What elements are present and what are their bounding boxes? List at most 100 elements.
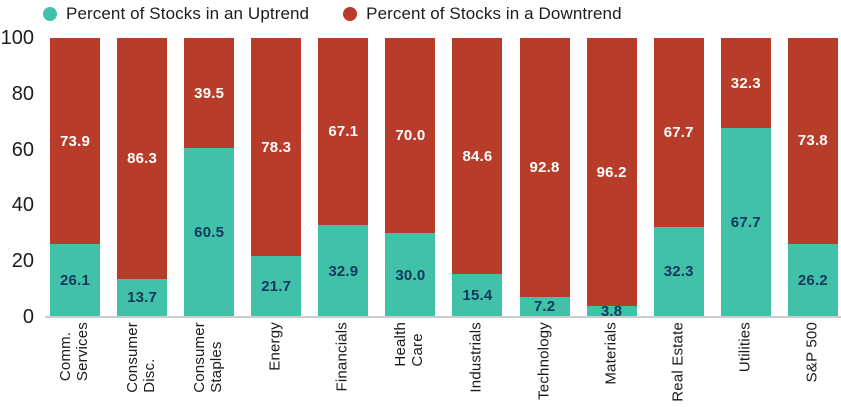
x-category-label: Health Care <box>392 322 427 367</box>
y-tick-label: 100 <box>0 27 34 49</box>
bar-value-label-uptrend: 32.9 <box>328 262 359 280</box>
bar-segment-downtrend: 73.9 <box>50 38 100 245</box>
x-category-label: Energy <box>266 322 284 371</box>
bar-segment-uptrend: 7.2 <box>519 296 570 317</box>
bar-energy: 78.3 21.7 <box>251 38 302 317</box>
x-category-label: Industrials <box>468 322 486 393</box>
bar-value-label-uptrend: 15.4 <box>462 287 493 304</box>
bar-segment-downtrend: 96.2 <box>586 38 637 307</box>
x-label-cell: Industrials <box>452 322 502 407</box>
bar-segment-downtrend: 78.3 <box>251 38 302 257</box>
chart-legend: Percent of Stocks in an Uptrend Percent o… <box>43 4 622 24</box>
x-label-rotator: Consumer Staples <box>191 322 226 393</box>
x-label-cell: Real Estate <box>654 322 704 407</box>
x-label-rotator: Energy <box>266 322 285 371</box>
x-category-label: Comm. Services <box>57 322 91 382</box>
bar-segment-uptrend: 13.7 <box>117 278 168 317</box>
bar-value-label-uptrend: 30.0 <box>395 266 426 284</box>
y-tick-label: 20 <box>11 250 34 273</box>
x-category-label: Consumer Disc. <box>124 322 159 393</box>
bar-value-label-uptrend: 32.3 <box>663 263 694 281</box>
bar-value-label-downtrend: 84.6 <box>462 147 493 165</box>
bar-value-label-downtrend: 67.1 <box>328 123 359 141</box>
bar-industrials: 84.6 15.4 <box>452 38 503 317</box>
bar-segment-downtrend: 73.8 <box>787 38 838 244</box>
x-label-cell: Technology <box>520 322 570 407</box>
x-category-label: S&P 500 <box>803 322 821 383</box>
bar-value-label-uptrend: 3.8 <box>600 303 623 321</box>
bar-segment-uptrend: 30.0 <box>385 233 436 317</box>
bar-financials: 67.1 32.9 <box>318 38 369 317</box>
bar-technology: 92.8 7.2 <box>519 38 570 317</box>
bar-segment-downtrend: 84.6 <box>452 38 503 275</box>
x-label-rotator: Financials <box>333 322 352 392</box>
bar-value-label-downtrend: 39.5 <box>194 84 225 102</box>
x-category-label: Consumer Staples <box>191 322 226 393</box>
x-category-label: Utilities <box>736 322 754 373</box>
bar-value-label-uptrend: 26.2 <box>797 271 828 289</box>
bar-value-label-uptrend: 21.7 <box>261 278 292 296</box>
bar-segment-uptrend: 60.5 <box>184 148 235 317</box>
bar-segment-downtrend: 39.5 <box>184 38 235 149</box>
x-axis-labels: Comm. Services Consumer Disc. Consumer Sta… <box>50 322 838 407</box>
bar-value-label-downtrend: 67.7 <box>663 123 694 141</box>
legend-label: Percent of Stocks in a Downtrend <box>366 4 622 23</box>
x-label-rotator: Utilities <box>736 322 754 373</box>
legend-item-uptrend: Percent of Stocks in an Uptrend <box>43 4 309 24</box>
y-tick-label: 40 <box>11 194 34 217</box>
legend-label: Percent of Stocks in an Uptrend <box>66 4 310 23</box>
y-tick-label: 0 <box>22 306 34 328</box>
bar-health-care: 70.0 30.0 <box>385 38 436 317</box>
x-label-cell: Consumer Disc. <box>117 322 167 407</box>
bar-value-label-uptrend: 26.1 <box>60 272 90 290</box>
bar-comm-services: 73.9 26.1 <box>50 38 100 317</box>
x-label-cell: Comm. Services <box>50 322 100 407</box>
x-label-rotator: Industrials <box>468 322 486 393</box>
bar-value-label-uptrend: 13.7 <box>127 289 158 307</box>
bar-segment-uptrend: 3.8 <box>586 303 637 321</box>
bar-segment-uptrend: 15.4 <box>452 274 503 317</box>
bar-segment-uptrend: 21.7 <box>251 256 302 317</box>
bar-segment-uptrend: 26.1 <box>50 244 100 317</box>
y-axis: 0 20 40 60 80 100 <box>0 0 36 407</box>
legend-marker-circle <box>43 7 57 21</box>
bar-segment-uptrend: 32.9 <box>318 225 369 317</box>
x-label-cell: Materials <box>587 322 637 407</box>
bar-value-label-downtrend: 70.0 <box>395 127 426 145</box>
bar-value-label-downtrend: 86.3 <box>127 149 158 167</box>
bar-segment-downtrend: 67.1 <box>318 38 369 226</box>
y-tick-label: 60 <box>11 138 34 161</box>
bar-utilities: 32.3 67.7 <box>720 38 771 317</box>
x-category-label: Financials <box>333 322 351 392</box>
x-axis-line <box>45 316 841 318</box>
bar-value-label-downtrend: 73.8 <box>797 132 828 150</box>
bar-value-label-downtrend: 78.3 <box>261 138 292 156</box>
bar-real-estate: 67.7 32.3 <box>653 38 704 317</box>
y-tick-label: 80 <box>11 82 34 105</box>
x-label-rotator: Health Care <box>392 322 428 367</box>
bar-value-label-downtrend: 73.9 <box>60 132 90 150</box>
x-label-cell: S&P 500 <box>788 322 838 407</box>
bar-segment-downtrend: 92.8 <box>519 38 570 297</box>
x-label-rotator: Consumer Disc. <box>124 322 159 393</box>
x-category-label: Materials <box>602 322 620 385</box>
x-label-cell: Utilities <box>721 322 771 407</box>
bar-s-p-500: 73.8 26.2 <box>787 38 838 317</box>
bar-consumer-staples: 39.5 60.5 <box>184 38 235 317</box>
bar-segment-downtrend: 86.3 <box>117 38 168 279</box>
plot-area: 73.9 26.1 86.3 13.7 39.5 60.5 78.3 21.7 67.1 32.9… <box>50 38 838 321</box>
x-label-rotator: Real Estate <box>669 322 687 402</box>
bar-consumer-disc-: 86.3 13.7 <box>117 38 168 317</box>
bar-value-label-downtrend: 92.8 <box>529 158 560 176</box>
x-label-rotator: Materials <box>602 322 620 385</box>
x-label-rotator: S&P 500 <box>803 322 821 383</box>
x-label-cell: Energy <box>251 322 301 407</box>
x-label-cell: Consumer Staples <box>184 322 234 407</box>
x-category-label: Real Estate <box>669 322 687 402</box>
x-category-label: Technology <box>535 322 553 400</box>
bar-segment-downtrend: 67.7 <box>653 38 704 227</box>
bar-value-label-uptrend: 67.7 <box>730 214 761 232</box>
bar-materials: 96.2 3.8 <box>586 38 637 321</box>
x-label-cell: Health Care <box>385 322 435 407</box>
